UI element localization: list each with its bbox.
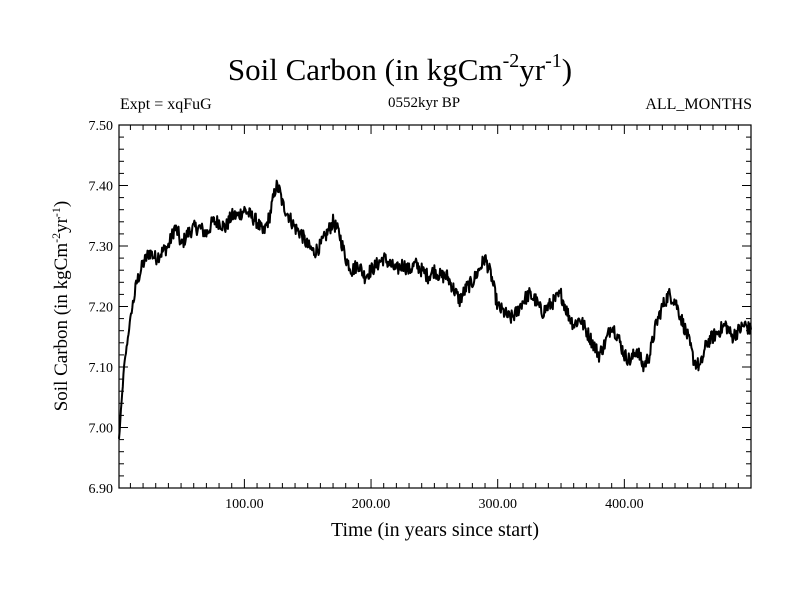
y-tick-label: 6.90 (89, 482, 114, 497)
chart-title-mid: yr (519, 52, 546, 87)
x-tick-label: 200.00 (352, 497, 391, 512)
y-axis-title-close: ) (51, 201, 72, 207)
y-tick-label: 7.00 (89, 422, 114, 437)
y-tick-label: 7.50 (89, 119, 114, 134)
y-tick-label: 7.10 (89, 361, 114, 376)
y-axis-title-text: Soil Carbon (in kgCm (51, 243, 72, 412)
axis-ticks (119, 124, 751, 489)
chart-title: Soil Carbon (in kgCm-2yr-1) (0, 50, 800, 88)
chart-title-exp1: -2 (502, 50, 520, 72)
series-line (118, 179, 752, 439)
experiment-label: Expt = xqFuG (120, 96, 212, 113)
x-tick-labels: 100.00 200.00 300.00 400.00 (225, 497, 643, 512)
chart-title-text: Soil Carbon (in kgCm (227, 52, 503, 87)
x-axis-title: Time (in years since start) (331, 519, 539, 541)
x-tick-label: 400.00 (605, 497, 644, 512)
y-tick-label: 7.20 (89, 301, 114, 316)
x-tick-label: 100.00 (225, 497, 264, 512)
y-axis-title: Soil Carbon (in kgCm-2yr-1) (49, 201, 72, 412)
y-axis-title-exp1: -2 (49, 233, 63, 243)
y-axis-title-exp2: -1 (49, 207, 63, 217)
chart-title-exp2: -1 (545, 50, 562, 72)
plot-frame (118, 124, 752, 489)
y-tick-label: 7.40 (89, 180, 114, 195)
y-axis-title-mid: yr (51, 216, 72, 233)
x-tick-label: 300.00 (478, 497, 517, 512)
months-label: ALL_MONTHS (645, 96, 752, 113)
chart-title-close: ) (561, 52, 573, 87)
y-tick-label: 7.30 (89, 240, 114, 255)
period-label: 0552kyr BP (388, 95, 461, 111)
y-tick-labels: 6.90 7.00 7.10 7.20 7.30 7.40 7.50 (89, 119, 114, 497)
